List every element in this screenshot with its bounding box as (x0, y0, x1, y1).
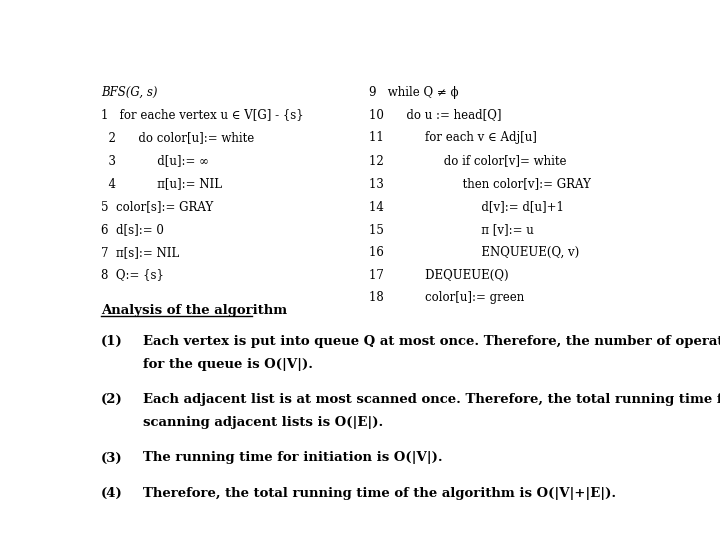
Text: BFS(G, s): BFS(G, s) (101, 85, 158, 99)
Text: 9   while Q ≠ ϕ: 9 while Q ≠ ϕ (369, 85, 459, 99)
Text: (4): (4) (101, 487, 123, 500)
Text: 6  d[s]:= 0: 6 d[s]:= 0 (101, 223, 164, 236)
Text: 12                do if color[v]= white: 12 do if color[v]= white (369, 154, 567, 167)
Text: 18           color[u]:= green: 18 color[u]:= green (369, 292, 524, 305)
Text: 10      do u := head[Q]: 10 do u := head[Q] (369, 109, 502, 122)
Text: Each adjacent list is at most scanned once. Therefore, the total running time fo: Each adjacent list is at most scanned on… (143, 393, 720, 406)
Text: for the queue is O(|V|).: for the queue is O(|V|). (143, 358, 313, 371)
Text: (2): (2) (101, 393, 123, 406)
Text: 7  π[s]:= NIL: 7 π[s]:= NIL (101, 246, 179, 259)
Text: 1   for eache vertex u ∈ V[G] - {s}: 1 for eache vertex u ∈ V[G] - {s} (101, 109, 304, 122)
Text: Analysis of the algorithm: Analysis of the algorithm (101, 304, 287, 317)
Text: (1): (1) (101, 335, 123, 348)
Text: 4           π[u]:= NIL: 4 π[u]:= NIL (101, 177, 222, 190)
Text: 3           d[u]:= ∞: 3 d[u]:= ∞ (101, 154, 209, 167)
Text: 16                          ENQUEUE(Q, v): 16 ENQUEUE(Q, v) (369, 246, 580, 259)
Text: 14                          d[v]:= d[u]+1: 14 d[v]:= d[u]+1 (369, 200, 564, 213)
Text: (3): (3) (101, 451, 123, 464)
Text: The running time for initiation is O(|V|).: The running time for initiation is O(|V|… (143, 451, 443, 464)
Text: Each vertex is put into queue Q at most once. Therefore, the number of operation: Each vertex is put into queue Q at most … (143, 335, 720, 348)
Text: 11           for each v ∈ Adj[u]: 11 for each v ∈ Adj[u] (369, 131, 537, 144)
Text: 8  Q:= {s}: 8 Q:= {s} (101, 268, 164, 281)
Text: 15                          π [v]:= u: 15 π [v]:= u (369, 223, 534, 236)
Text: Therefore, the total running time of the algorithm is O(|V|+|E|).: Therefore, the total running time of the… (143, 487, 616, 500)
Text: scanning adjacent lists is O(|E|).: scanning adjacent lists is O(|E|). (143, 416, 383, 429)
Text: 5  color[s]:= GRAY: 5 color[s]:= GRAY (101, 200, 213, 213)
Text: 13                     then color[v]:= GRAY: 13 then color[v]:= GRAY (369, 177, 591, 190)
Text: 17           DEQUEUE(Q): 17 DEQUEUE(Q) (369, 268, 508, 281)
Text: 2      do color[u]:= white: 2 do color[u]:= white (101, 131, 254, 144)
